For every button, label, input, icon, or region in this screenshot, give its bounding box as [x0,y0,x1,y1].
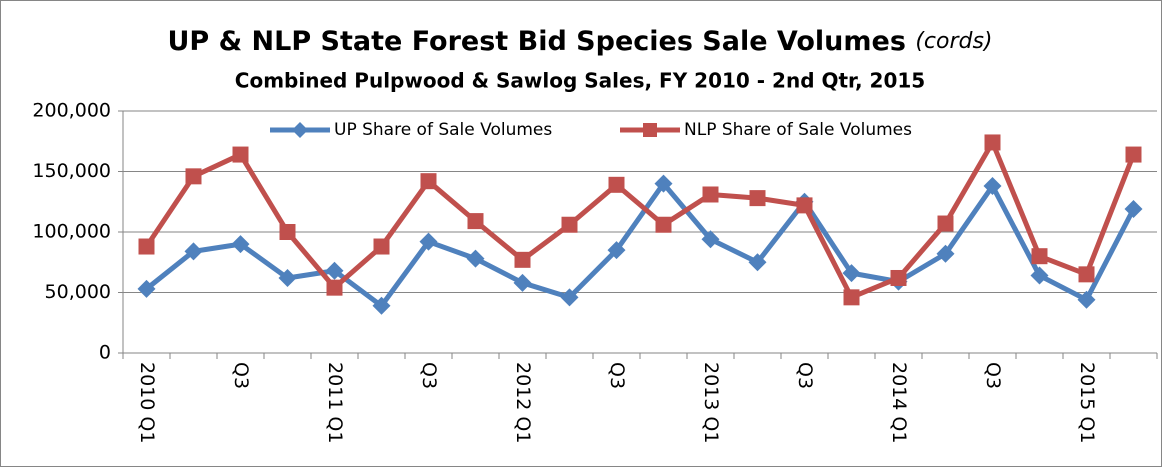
data-point [278,268,297,287]
x-tick-label: 2012 Q1 [512,362,534,443]
chart-subtitle: Combined Pulpwood & Sawlog Sales, FY 201… [235,69,925,93]
x-tick-label: 2011 Q1 [324,362,346,443]
legend-swatch-marker [292,122,308,138]
data-point [1125,146,1142,163]
data-point [279,224,296,240]
data-point [137,279,156,298]
data-point [419,232,438,251]
data-point [655,216,672,233]
data-point [420,173,437,190]
data-point [701,230,720,249]
data-point [1077,290,1096,309]
data-point [232,146,249,163]
x-tick-label: 2015 Q1 [1076,362,1098,443]
x-tick-label: 2010 Q1 [136,362,158,443]
data-point [936,244,955,263]
data-point [749,190,766,207]
data-point [138,238,155,255]
data-point [1124,200,1143,219]
data-point [748,253,767,272]
data-point [702,186,719,203]
series-line [144,139,1136,300]
data-point [937,215,954,232]
y-tick-label: 100,000 [32,221,111,243]
data-point [796,197,813,214]
data-point [184,242,203,261]
x-tick-label: Q3 [418,362,440,389]
series-line [144,181,1136,309]
legend-swatch-marker [643,123,657,137]
data-point [890,269,907,286]
data-point [983,177,1002,196]
data-point [1030,266,1049,285]
data-point [654,174,673,193]
data-point [984,134,1001,151]
x-tick-label: Q3 [794,362,816,389]
data-point [185,168,202,185]
chart-title-unit: (cords) [915,29,992,54]
chart-title: UP & NLP State Forest Bid Species Sale V… [167,26,905,57]
legend-label: NLP Share of Sale Volumes [684,120,912,140]
y-tick-label: 150,000 [32,160,111,182]
data-point [231,235,250,254]
data-point [372,296,391,315]
data-point [842,264,861,283]
y-tick-label: 50,000 [45,281,111,303]
data-point [373,238,390,255]
data-point [513,273,532,292]
x-tick-label: Q3 [230,362,252,389]
x-tick-label: Q3 [606,362,628,389]
data-point [1078,266,1095,283]
y-tick-label: 0 [99,342,111,364]
x-tick-label: 2013 Q1 [700,362,722,443]
data-point [560,288,579,307]
data-point [326,279,343,296]
data-point [325,261,344,280]
data-point [467,213,484,230]
data-point [1031,248,1048,265]
data-point [843,289,860,306]
x-tick-label: Q3 [982,362,1004,389]
x-tick-label: 2014 Q1 [888,362,910,443]
data-point [607,241,626,260]
data-point [561,216,578,233]
chart-title-group: UP & NLP State Forest Bid Species Sale V… [167,26,992,57]
y-tick-label: 200,000 [32,100,111,122]
data-point [514,251,531,268]
legend-label: UP Share of Sale Volumes [334,120,552,140]
data-point [608,176,625,193]
data-point [466,249,485,268]
